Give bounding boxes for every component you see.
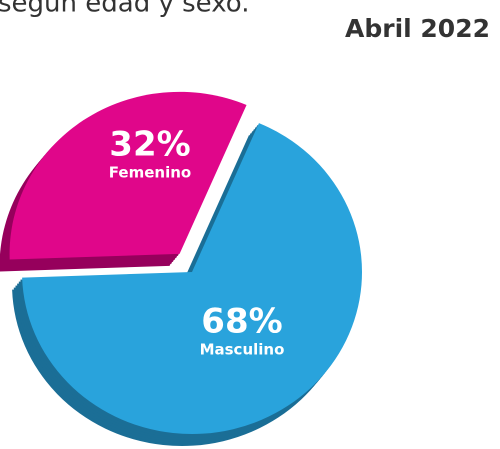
- category-label: Masculino: [200, 341, 285, 359]
- pie: 32%Femenino 68%Masculino: [0, 91, 363, 446]
- slice: [9, 91, 247, 260]
- chart-subtitle: según edad y sexo.: [0, 0, 250, 19]
- date-label: Abril 2022: [345, 14, 490, 43]
- value-label: 32%: [109, 125, 190, 165]
- value-label: 68%: [201, 302, 282, 342]
- category-label: Femenino: [109, 164, 191, 182]
- slice: [22, 123, 363, 435]
